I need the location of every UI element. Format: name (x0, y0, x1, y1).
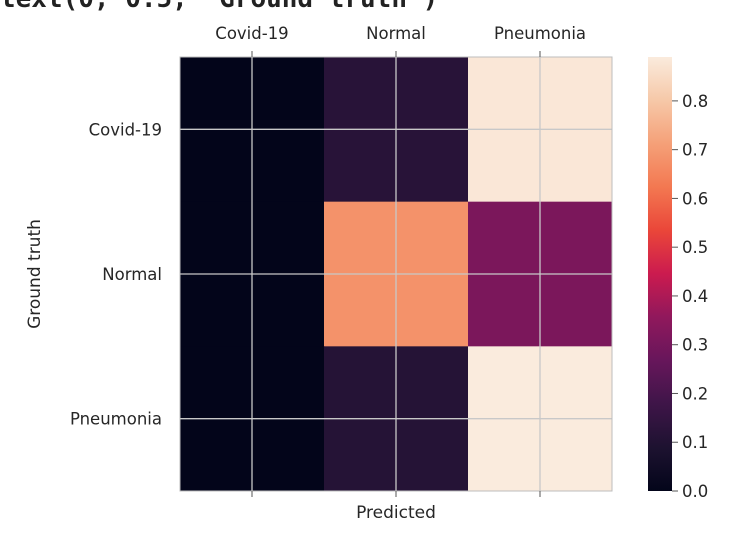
y-tick-label: Pneumonia (70, 410, 162, 429)
code-fragment: text(0, 0.5, 'Ground truth') (0, 0, 438, 14)
colorbar-tick-label: 0.2 (682, 384, 708, 403)
colorbar-tick-label: 0.3 (682, 336, 708, 355)
colorbar-tick-label: 0.5 (682, 238, 708, 257)
x-tick-label: Pneumonia (494, 24, 586, 43)
colorbar-tick-label: 0.8 (682, 92, 708, 111)
colorbar-tick-label: 0.0 (682, 482, 708, 501)
y-tick-label: Covid-19 (89, 120, 162, 139)
heatmap-gridlines (180, 57, 612, 491)
y-tick-labels: Covid-19 Normal Pneumonia (70, 120, 162, 428)
colorbar-tick-label: 0.6 (682, 189, 708, 208)
colorbar-tick-label: 0.4 (682, 287, 708, 306)
y-tick-label: Normal (102, 265, 162, 284)
colorbar-tick-label: 0.1 (682, 433, 708, 452)
x-tick-labels: Covid-19 Normal Pneumonia (215, 24, 586, 497)
x-tick-label: Covid-19 (215, 24, 288, 43)
colorbar (648, 57, 672, 491)
x-tick-label: Normal (366, 24, 426, 43)
colorbar-ticks: 0.0 0.1 0.2 0.3 0.4 0.5 0.6 0.7 0.8 (672, 92, 708, 501)
colorbar-tick-label: 0.7 (682, 141, 708, 160)
x-axis-label: Predicted (356, 503, 436, 523)
y-axis-label: Ground truth (25, 219, 45, 329)
